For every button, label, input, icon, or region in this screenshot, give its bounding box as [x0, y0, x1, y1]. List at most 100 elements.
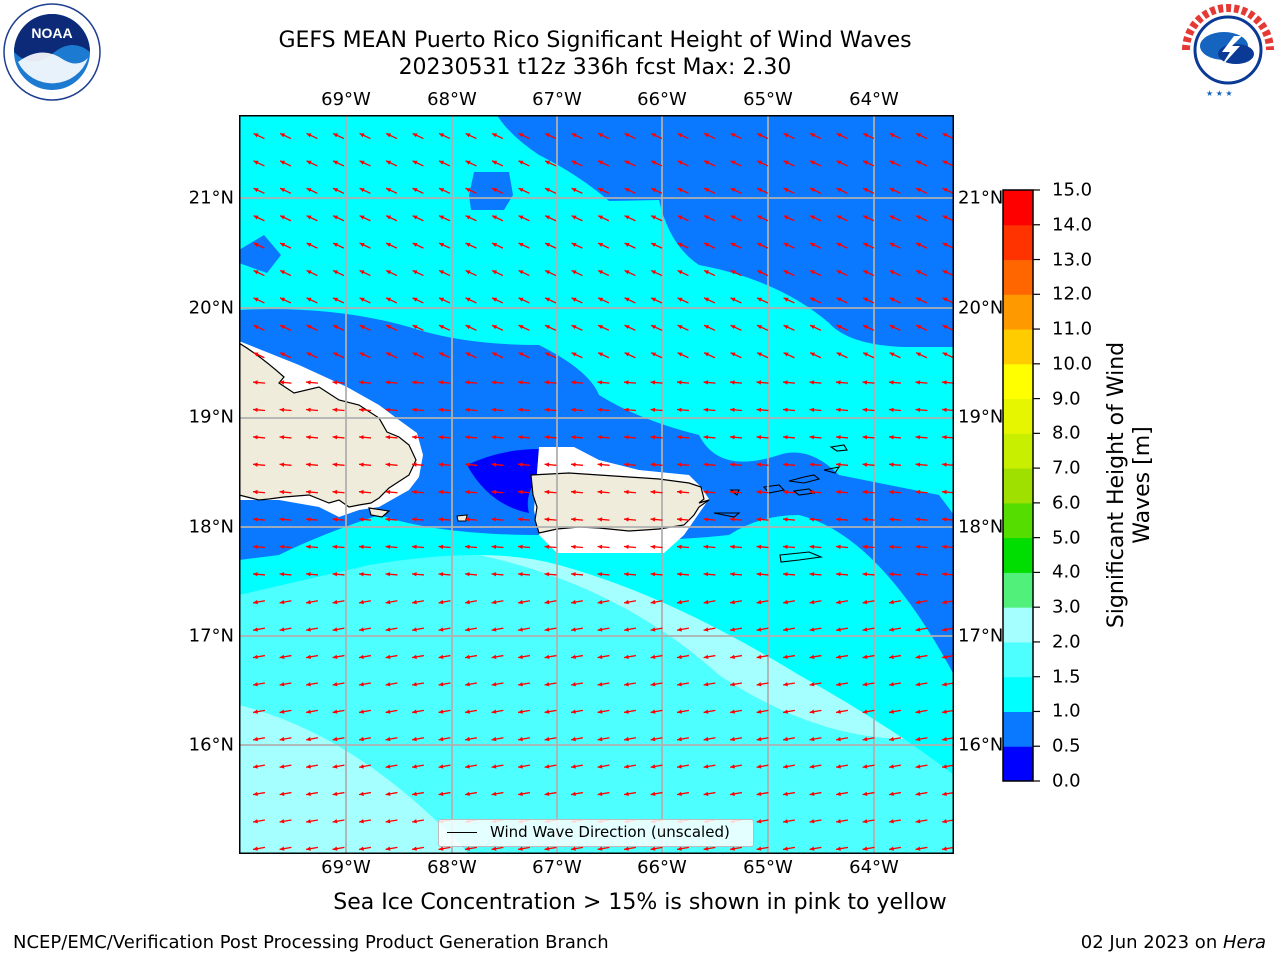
wind-wave-arrowhead — [279, 435, 285, 440]
wind-wave-arrowhead — [544, 846, 550, 851]
wind-wave-arrowhead — [544, 544, 550, 550]
wind-wave-arrowhead — [862, 764, 868, 769]
wind-wave-arrowhead — [677, 133, 683, 138]
wind-wave-arrowhead — [597, 544, 603, 550]
wind-wave-arrowhead — [332, 846, 338, 851]
wind-wave-arrowhead — [518, 791, 523, 797]
wind-wave-arrowhead — [386, 352, 392, 357]
wind-wave-arrowhead — [439, 188, 445, 193]
wind-wave-arrowhead — [412, 736, 417, 742]
wind-wave-arrowhead — [757, 297, 763, 302]
wind-wave-arrowhead — [598, 297, 604, 302]
wind-wave-arrowhead — [385, 380, 391, 385]
wind-wave-arrowhead — [439, 160, 445, 165]
colorbar-tick-label: 3.0 — [1052, 596, 1081, 618]
wind-wave-arrowhead — [756, 572, 762, 577]
lon-label-top: 64°W — [849, 89, 899, 110]
wind-wave-arrowhead — [942, 462, 947, 467]
wind-wave-arrowhead — [412, 462, 417, 467]
wind-wave-arrowhead — [942, 599, 947, 605]
wind-wave-arrowhead — [439, 242, 445, 247]
wind-wave-arrowhead — [624, 544, 629, 550]
wind-wave-arrowhead — [650, 791, 656, 797]
wind-wave-arrowhead — [412, 819, 417, 824]
wind-wave-arrowhead — [783, 435, 788, 440]
wind-wave-arrowhead — [863, 352, 869, 357]
wind-wave-arrowhead — [836, 544, 841, 550]
colorbar-swatch — [1003, 572, 1033, 608]
wind-wave-arrowhead — [439, 133, 445, 138]
wind-wave-arrowhead — [280, 133, 286, 138]
colorbar-title: Significant Height of Wind Waves [m] — [1104, 341, 1155, 629]
lon-label-top: 65°W — [743, 89, 793, 110]
wind-wave-arrowhead — [889, 489, 894, 495]
wind-wave-arrowhead — [280, 352, 286, 357]
wind-wave-arrowhead — [279, 572, 285, 577]
wind-wave-arrowhead — [677, 846, 682, 851]
colorbar-swatch — [1003, 398, 1033, 434]
colorbar-tick-label: 4.0 — [1052, 561, 1081, 583]
wind-wave-arrowhead — [836, 297, 842, 302]
wind-wave-arrowhead — [571, 599, 576, 605]
wind-wave-arrowhead — [810, 160, 816, 165]
wind-wave-arrowhead — [518, 270, 524, 275]
wind-wave-arrowhead — [306, 133, 312, 138]
wind-wave-arrowhead — [942, 654, 947, 660]
colorbar-tick-label: 2.0 — [1052, 631, 1081, 653]
wind-wave-arrowhead — [650, 654, 656, 660]
wind-wave-arrowhead — [359, 572, 364, 577]
wind-wave-arrowhead — [544, 654, 550, 660]
wind-wave-arrowhead — [650, 380, 656, 385]
colorbar-tick-label: 1.5 — [1052, 666, 1081, 688]
wind-wave-arrowhead — [809, 572, 815, 577]
wind-wave-arrowhead — [624, 654, 629, 660]
wind-wave-arrowhead — [253, 270, 259, 275]
wind-wave-arrowhead — [518, 627, 523, 632]
wind-wave-arrowhead — [889, 297, 895, 302]
wind-wave-arrowhead — [703, 435, 709, 440]
wind-wave-arrowhead — [783, 270, 789, 275]
wind-wave-arrowhead — [624, 599, 629, 605]
wind-wave-arrowhead — [518, 599, 523, 605]
wind-wave-arrowhead — [624, 462, 629, 467]
wind-wave-arrowhead — [544, 599, 550, 605]
wind-wave-arrowhead — [491, 709, 497, 714]
wind-wave-arrowhead — [571, 160, 577, 165]
wind-wave-arrowhead — [306, 517, 311, 522]
wind-wave-arrowhead — [757, 270, 763, 275]
wind-wave-arrowhead — [253, 352, 259, 357]
wind-wave-arrowhead — [438, 462, 444, 467]
wind-wave-arrowhead — [518, 215, 524, 220]
wind-wave-arrowhead — [597, 846, 603, 851]
wind-wave-arrowhead — [783, 160, 789, 165]
wind-wave-arrowhead — [253, 133, 259, 138]
wind-wave-arrowhead — [836, 380, 841, 385]
wind-wave-arrowhead — [863, 242, 869, 247]
wind-wave-arrowhead — [650, 599, 656, 605]
wind-wave-arrowhead — [492, 352, 498, 357]
wind-wave-arrowhead — [677, 489, 682, 495]
wind-wave-arrowhead — [306, 435, 311, 440]
lon-label-top: 67°W — [532, 89, 582, 110]
wind-wave-arrowhead — [253, 489, 258, 495]
wind-wave-arrowhead — [306, 791, 311, 797]
wind-wave-arrowhead — [332, 544, 338, 550]
footer-machine: Hera — [1222, 932, 1266, 953]
wind-wave-arrowhead — [783, 489, 788, 495]
wind-wave-arrowhead — [889, 407, 894, 413]
wind-wave-arrowhead — [465, 133, 471, 138]
wind-wave-arrowhead — [386, 133, 392, 138]
wind-wave-arrowhead — [730, 517, 735, 522]
wind-wave-arrowhead — [518, 654, 523, 660]
wind-wave-arrowhead — [465, 435, 470, 440]
map-title: GEFS MEAN Puerto Rico Significant Height… — [278, 28, 912, 53]
wind-wave-arrowhead — [624, 270, 630, 275]
colorbar-swatch — [1003, 259, 1033, 295]
wind-wave-arrowhead — [333, 270, 339, 275]
wind-wave-arrowhead — [651, 325, 657, 330]
wind-wave-arrowhead — [942, 517, 947, 522]
wind-wave-arrowhead — [306, 215, 312, 220]
wind-wave-arrowhead — [545, 188, 551, 193]
wind-wave-arrowhead — [809, 736, 815, 742]
wind-wave-arrowhead — [438, 517, 444, 522]
